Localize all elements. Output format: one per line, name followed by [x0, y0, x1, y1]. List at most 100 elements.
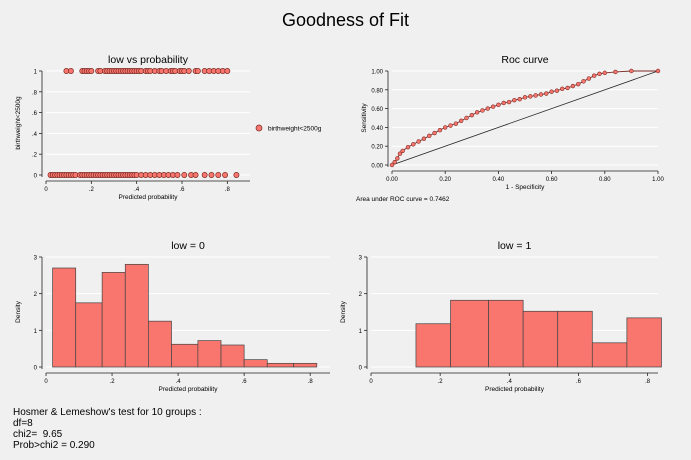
x-tick-label: .2 [89, 187, 95, 193]
y-tick-label: 3 [359, 256, 363, 262]
histogram-bar [220, 344, 245, 368]
histogram-bar [450, 299, 489, 368]
roc-point [522, 95, 528, 100]
figure-title: Goodness of Fit [281, 10, 410, 30]
histogram-bar [591, 342, 628, 368]
roc-point [597, 71, 602, 77]
y-tick-label: 1.00 [371, 70, 383, 76]
data-point-y1 [194, 68, 201, 74]
x-tick-label: 0.60 [546, 177, 558, 183]
x-tick-label: 1.00 [652, 177, 664, 183]
data-point-y0 [222, 172, 229, 178]
histogram-bar [626, 317, 662, 368]
roc-point [506, 99, 512, 105]
x-tick-label: 0 [44, 187, 48, 193]
data-point-y0 [181, 172, 188, 178]
y-tick-label: .4 [32, 132, 38, 138]
panel-title: Roc curve [501, 54, 548, 66]
y-tick-label: 2 [34, 292, 38, 298]
roc-point [613, 69, 618, 75]
roc-point [576, 81, 581, 87]
x-tick-label: 0.40 [493, 177, 505, 183]
roc-point [560, 86, 565, 92]
y-tick-label: 1 [359, 329, 363, 335]
roc-point [602, 70, 607, 76]
x-tick-label: .2 [110, 379, 116, 385]
x-tick-label: 0 [369, 379, 373, 385]
histogram-bar [101, 272, 126, 368]
roc-point [442, 125, 448, 130]
roc-point [512, 97, 517, 103]
legend-label: birthweight<2500g [268, 126, 322, 133]
y-tick-label: 2 [359, 292, 363, 298]
roc-panel: 0.00 0.20 0.40 0.60 0.80 1.00 0.00 0.20 0.40 0.60… [356, 54, 664, 203]
x-axis-label: Predicted probability [119, 194, 179, 201]
roc-point [416, 139, 421, 144]
roc-point [397, 151, 403, 156]
data-point-y0 [192, 172, 199, 178]
y-tick-label: 0.00 [371, 164, 383, 170]
roc-point [432, 130, 437, 136]
histogram-bar [52, 267, 77, 368]
panel-title: low = 0 [171, 240, 205, 252]
roc-point [586, 76, 592, 81]
x-tick-label: .6 [179, 187, 185, 193]
x-axis-label: 1 - Specificity [506, 184, 545, 191]
roc-point [528, 94, 533, 99]
roc-point [581, 79, 586, 84]
histogram-low0-panel: 0 1 2 3 0 .2 .4 .6 .8 low = 0 Predicted probabilit… [15, 240, 330, 393]
histogram-bar [171, 343, 199, 368]
y-tick-label: 3 [34, 256, 38, 262]
y-tick-label: 0 [34, 174, 38, 180]
roc-point [421, 136, 427, 141]
y-tick-label: 1 [34, 70, 38, 76]
scatter-panel: 0 .2 .4 .6 .8 1 0 .2 .4 .6 .8 low vs probability Pre… [15, 54, 322, 201]
y-tick-label: 0 [359, 366, 363, 372]
reference-line [391, 70, 659, 166]
histogram-bar [124, 263, 149, 368]
hosmer-lemeshow-stats: Hosmer & Lemeshow's test for 10 groups :… [13, 407, 202, 451]
roc-point [490, 104, 496, 109]
roc-point [565, 85, 570, 91]
panel-title: low vs probability [108, 54, 189, 66]
x-tick-label: .8 [225, 187, 231, 193]
roc-point [400, 148, 405, 154]
roc-point [405, 144, 411, 150]
x-tick-label: .2 [438, 379, 444, 385]
panel-title: low = 1 [498, 240, 532, 252]
roc-point [549, 89, 554, 94]
y-axis-label: Density [340, 300, 347, 322]
y-tick-label: 0.20 [371, 145, 383, 151]
y-tick-label: 0.40 [371, 126, 383, 132]
legend-marker [255, 124, 263, 132]
auc-note: Area under ROC curve = 0.7462 [356, 196, 450, 203]
roc-point [554, 88, 560, 93]
roc-point [469, 112, 475, 118]
x-tick-label: 0.20 [439, 177, 451, 183]
roc-point [448, 123, 453, 128]
roc-point [533, 93, 538, 98]
x-tick-label: .8 [308, 379, 314, 385]
histogram-bar [148, 320, 172, 368]
histogram-bar [266, 362, 295, 368]
x-tick-label: 0.80 [599, 177, 611, 183]
roc-point [501, 100, 506, 106]
y-tick-label: 0.60 [371, 107, 383, 113]
x-tick-label: .6 [242, 379, 248, 385]
x-tick-label: 0 [44, 379, 48, 385]
y-axis-label: Density [15, 300, 22, 322]
data-point-y0 [215, 172, 222, 178]
x-axis-label: Predicted probability [159, 386, 219, 393]
histogram-low1-panel: 0 1 2 3 0 .2 .4 .6 .8 low = 1 Predicted probabilit… [340, 240, 662, 393]
roc-point [395, 156, 400, 161]
x-tick-label: .6 [576, 379, 582, 385]
data-point-y0 [233, 172, 240, 178]
x-tick-label: .4 [176, 379, 182, 385]
stats-line-3: chi2= 9.65 [13, 429, 63, 440]
data-point-y0 [201, 172, 208, 178]
histogram-bar [243, 359, 268, 368]
data-point-y1 [88, 68, 95, 74]
roc-point [464, 115, 469, 121]
roc-point [591, 73, 597, 78]
